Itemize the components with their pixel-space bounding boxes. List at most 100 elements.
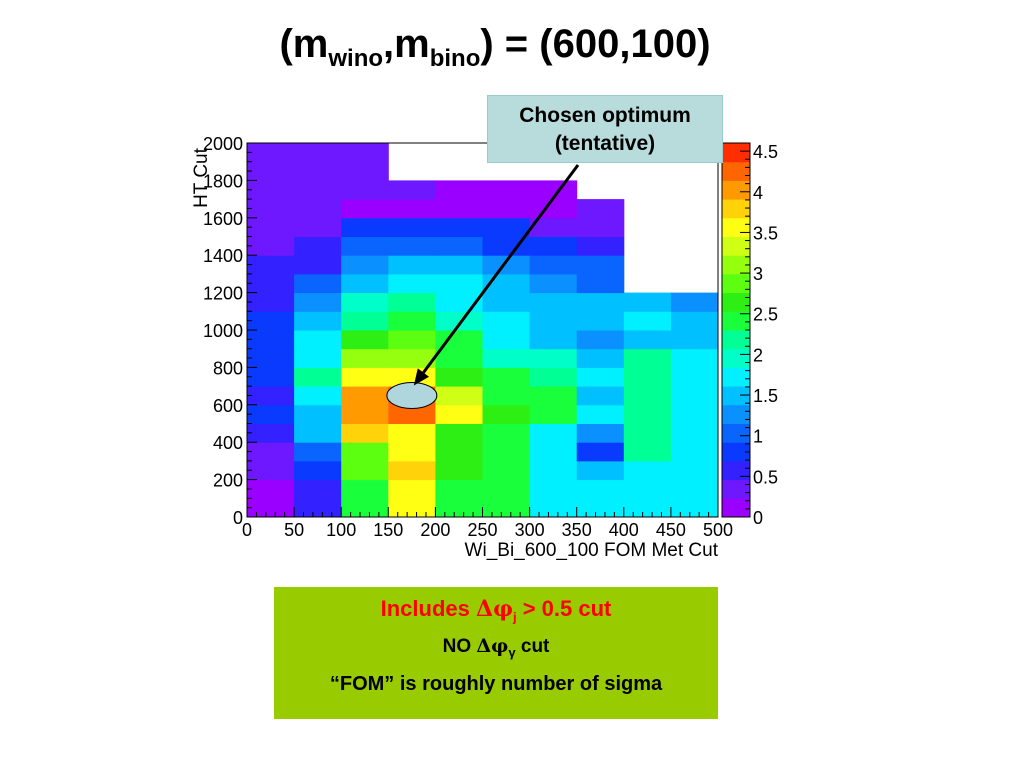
heatmap-cell (529, 199, 578, 219)
heatmap-cell (247, 273, 295, 294)
heatmap-cell (670, 330, 719, 350)
heatmap-cell (576, 442, 625, 462)
heatmap-cell (388, 311, 436, 331)
x-tick-label: 450 (656, 520, 686, 540)
heatmap-cell (482, 217, 531, 237)
heatmap-cell (435, 180, 483, 200)
heatmap-cell (670, 386, 719, 406)
heatmap-cell (529, 330, 578, 350)
heatmap-cell (482, 199, 531, 219)
heatmap-cell (341, 367, 389, 387)
phi-subscript-gamma: γ (508, 645, 516, 661)
heatmap-cell (247, 330, 295, 350)
note1-suffix: > 0.5 cut (516, 596, 612, 621)
title-suffix: ) = (600,100) (480, 22, 711, 66)
heatmap-cell (482, 236, 531, 256)
heatmap-cell (623, 479, 672, 518)
heatmap-cell (388, 423, 436, 443)
heatmap-cell (435, 442, 483, 462)
heatmap-cell (294, 386, 342, 406)
heatmap-cell (623, 442, 672, 462)
heatmap-cell (388, 479, 436, 518)
y-tick-label: 1800 (203, 171, 243, 191)
heatmap-cell (435, 423, 483, 443)
heatmap-cell (341, 255, 389, 275)
x-tick-label: 250 (467, 520, 497, 540)
heatmap-cell (341, 479, 389, 518)
heatmap-cell (576, 255, 625, 275)
heatmap-cell (482, 404, 531, 424)
heatmap-cell (529, 404, 578, 424)
title-prefix: (m (279, 22, 329, 66)
y-tick-label: 1600 (203, 209, 243, 229)
heatmap-cell (623, 460, 672, 481)
heatmap-cell (341, 442, 389, 462)
optimum-annotation (386, 164, 580, 409)
heatmap-cell (623, 423, 672, 443)
heatmap-cell (529, 423, 578, 443)
heatmap-cell (388, 348, 436, 368)
heatmap-cell (247, 423, 295, 443)
colorbar-tick-label: 1 (753, 427, 763, 447)
heatmap-cell (388, 255, 436, 275)
heatmap-cell (623, 367, 672, 387)
heatmap-cell (529, 460, 578, 481)
heatmap-cell (482, 442, 531, 462)
heatmap-cell (341, 348, 389, 368)
colorbar-segment (722, 386, 750, 406)
heatmap-cell (247, 367, 295, 387)
note2-suffix: cut (515, 636, 550, 658)
colorbar-segment (722, 143, 750, 163)
heatmap-cell (576, 217, 625, 237)
heatmap-cell (435, 460, 483, 481)
heatmap-cell (294, 330, 342, 350)
heatmap-cell (435, 367, 483, 387)
heatmap-cell (341, 423, 389, 443)
heatmap-cell (388, 217, 436, 237)
heatmap-cell (247, 442, 295, 462)
heatmap-cell (435, 479, 483, 518)
callout-arrow (422, 164, 580, 374)
title-subscript-bino: bino (429, 45, 481, 72)
y-axis-label: HT Cut (191, 147, 212, 208)
x-tick-label: 100 (326, 520, 356, 540)
heatmap-cell (294, 255, 342, 275)
colorbar-segment (722, 498, 750, 518)
heatmap-cell (247, 386, 295, 406)
colorbar-tick-label: 0 (753, 508, 763, 528)
note-no-cut: NO Δφγ cut (274, 635, 718, 660)
phi-symbol: φ (493, 596, 513, 622)
x-tick-label: 500 (703, 520, 733, 540)
heatmap-cell (294, 367, 342, 387)
colorbar-segment (722, 311, 750, 331)
heatmap-cell (529, 273, 578, 294)
y-tick-label: 0 (233, 508, 243, 528)
heatmap-cell (247, 180, 295, 200)
heatmap-cell (247, 460, 295, 481)
heatmap-cell (435, 273, 483, 294)
colorbar-segment (722, 161, 750, 181)
heatmap-cell (482, 348, 531, 368)
x-tick-label: 350 (562, 520, 592, 540)
heatmap-cell (482, 367, 531, 387)
heatmap-cell (247, 311, 295, 331)
colorbar-segment (722, 423, 750, 443)
heatmap-cell (623, 292, 672, 312)
heatmap-cell (294, 273, 342, 294)
heatmap-cell (482, 330, 531, 350)
colorbar-tick-label: 4.5 (753, 142, 778, 162)
note2-prefix: NO (442, 636, 477, 658)
y-tick-label: 600 (213, 396, 243, 416)
heatmap-cell (482, 311, 531, 331)
y-tick-label: 800 (213, 358, 243, 378)
heatmap-cell (435, 404, 483, 424)
heatmap-cell (341, 311, 389, 331)
heatmap-cell (576, 423, 625, 443)
heatmap-cell (388, 330, 436, 350)
heatmap-cell (576, 311, 625, 331)
heatmap-cell (435, 199, 483, 219)
heatmap-cell (247, 143, 295, 181)
x-axis-label: Wi_Bi_600_100 FOM Met Cut (465, 540, 719, 561)
heatmap-cell (341, 217, 389, 237)
heatmap-cell (341, 404, 389, 424)
